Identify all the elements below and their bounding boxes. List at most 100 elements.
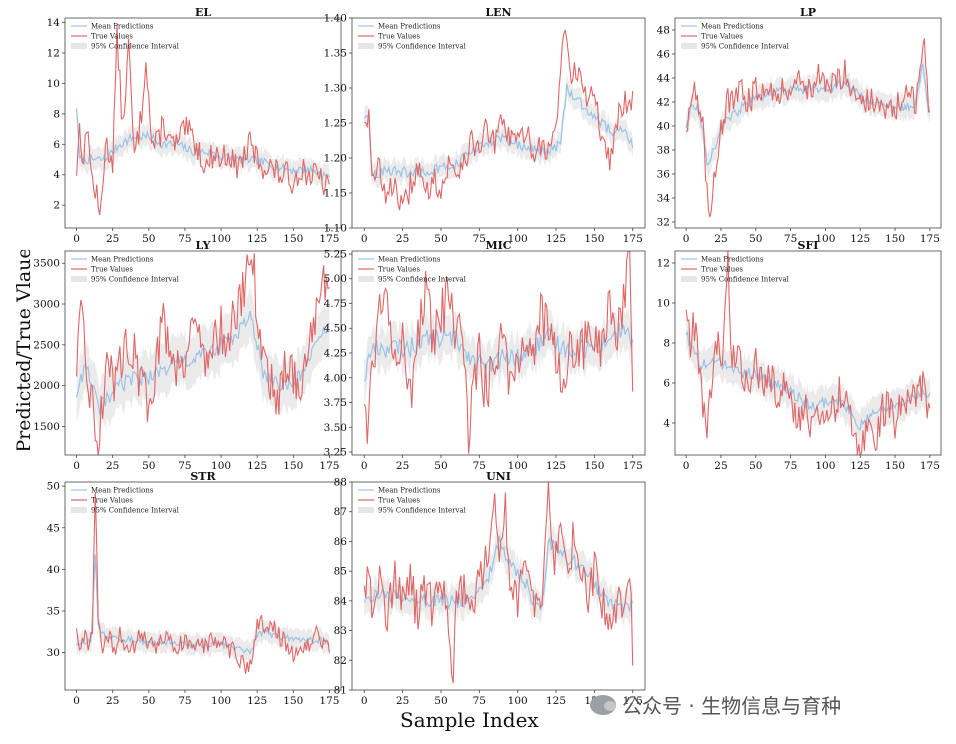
y-tick-label: 1.30 [324, 83, 347, 95]
y-tick-label: 45 [47, 522, 60, 534]
wechat-icon [590, 694, 616, 715]
x-tick-label: 100 [508, 460, 528, 472]
x-tick-label: 175 [920, 460, 940, 472]
legend: Mean Predictions True Values 95% Confidenc… [358, 256, 467, 284]
y-tick-label: 88 [334, 477, 347, 489]
axes-frame [64, 17, 342, 229]
y-tick-label: 1.25 [324, 118, 347, 130]
subplot-title: LEN [485, 6, 511, 19]
y-tick-label: 1.40 [324, 13, 347, 25]
y-tick-label: 1500 [33, 421, 60, 433]
legend-ci-label: 95% Confidence Interval [378, 43, 467, 51]
x-tick-label: 75 [178, 460, 191, 472]
x-tick-label: 75 [784, 233, 797, 245]
x-tick-label: 125 [850, 233, 870, 245]
legend-ci-label: 95% Confidence Interval [701, 43, 790, 51]
x-tick-label: 175 [319, 460, 339, 472]
figure-xlabel: Sample Index [400, 708, 539, 732]
legend-true-label: True Values [378, 497, 420, 505]
x-tick-label: 175 [920, 233, 940, 245]
x-tick-label: 100 [211, 233, 231, 245]
y-tick-label: 1.35 [324, 48, 347, 60]
y-tick-label: 2000 [33, 380, 60, 392]
x-tick-label: 50 [142, 233, 155, 245]
x-tick-label: 0 [683, 233, 690, 245]
y-tick-label: 1.20 [324, 153, 347, 165]
ci-band-sfi [686, 315, 930, 446]
y-tick-label: 36 [657, 169, 671, 181]
legend-ci-swatch [71, 43, 87, 49]
x-tick-label: 25 [106, 460, 119, 472]
x-tick-label: 50 [142, 695, 155, 707]
x-tick-label: 0 [683, 460, 690, 472]
y-tick-label: 3000 [33, 299, 60, 311]
y-tick-label: 12 [657, 258, 670, 270]
legend-mean-label: Mean Predictions [91, 256, 154, 264]
legend: Mean Predictions True Values 95% Confidenc… [681, 256, 790, 284]
y-tick-label: 3.50 [324, 422, 347, 434]
subplot-title: EL [195, 6, 211, 19]
y-tick-label: 2500 [33, 339, 60, 351]
x-tick-label: 25 [106, 233, 119, 245]
x-tick-label: 150 [584, 460, 604, 472]
x-tick-label: 175 [623, 233, 643, 245]
y-tick-label: 3500 [33, 258, 60, 270]
y-tick-label: 84 [334, 595, 348, 607]
legend-ci-swatch [71, 276, 87, 282]
y-tick-label: 6 [663, 378, 670, 390]
x-tick-label: 25 [396, 233, 409, 245]
x-tick-label: 125 [247, 460, 267, 472]
y-tick-label: 14 [47, 17, 61, 29]
legend-ci-swatch [681, 276, 697, 282]
legend-ci-swatch [358, 507, 374, 513]
x-tick-label: 150 [283, 233, 303, 245]
subplot-sfi: SFI 0 25 50 75 100 125 150 175 4 6 8 10 12 Mean Predic… [657, 239, 942, 472]
true-line-sfi [685, 251, 931, 455]
y-tick-label: 4 [53, 169, 60, 181]
legend-true-label: True Values [701, 33, 743, 41]
y-tick-label: 12 [47, 48, 60, 60]
axes-frame [674, 17, 942, 229]
watermark: 公众号 · 生物信息与育种 [590, 690, 841, 719]
legend: Mean Predictions True Values 95% Confidenc… [71, 23, 180, 51]
subplot-uni: UNI02550751001251501758182838485868788Me… [334, 470, 646, 707]
legend-mean-label: Mean Predictions [378, 487, 441, 495]
legend-ci-swatch [358, 276, 374, 282]
y-tick-label: 44 [657, 73, 671, 85]
x-tick-label: 25 [396, 460, 409, 472]
y-tick-label: 82 [334, 655, 347, 667]
y-tick-label: 8 [53, 108, 60, 120]
y-tick-label: 38 [657, 145, 670, 157]
legend: Mean Predictions True Values 95% Confidenc… [71, 487, 180, 515]
y-tick-label: 86 [334, 536, 348, 548]
legend-ci-label: 95% Confidence Interval [378, 507, 467, 515]
y-tick-label: 42 [657, 97, 670, 109]
legend-mean-label: Mean Predictions [378, 256, 441, 264]
x-tick-label: 100 [508, 233, 528, 245]
x-tick-label: 75 [473, 460, 486, 472]
subplot-ly: LY 0 25 50 75 100 125 150 175 1500 2000 2500 3000 350… [33, 239, 342, 472]
legend-true-label: True Values [378, 266, 420, 274]
true-line-mic [363, 251, 634, 454]
legend-ci-label: 95% Confidence Interval [91, 276, 180, 284]
x-tick-label: 0 [361, 695, 368, 707]
subplot-title: UNI [486, 470, 511, 483]
x-tick-label: 100 [815, 233, 835, 245]
true-line-lp [685, 38, 930, 218]
y-tick-label: 1.15 [324, 188, 347, 200]
axes-frame [351, 481, 646, 691]
x-tick-label: 100 [815, 460, 835, 472]
subplot-title: LP [800, 6, 816, 19]
true-line-str [76, 491, 330, 674]
legend-mean-label: Mean Predictions [378, 23, 441, 31]
y-tick-label: 4.00 [324, 372, 347, 384]
y-tick-label: 4 [663, 418, 670, 430]
x-tick-label: 0 [361, 460, 368, 472]
axes-frame [64, 481, 342, 691]
y-tick-label: 6 [53, 139, 60, 151]
x-tick-label: 50 [434, 695, 447, 707]
legend-mean-label: Mean Predictions [701, 256, 764, 264]
y-tick-label: 2 [53, 200, 60, 212]
figure-ylabel: Predicted/True Vlaue [13, 250, 35, 450]
legend-ci-swatch [71, 507, 87, 513]
